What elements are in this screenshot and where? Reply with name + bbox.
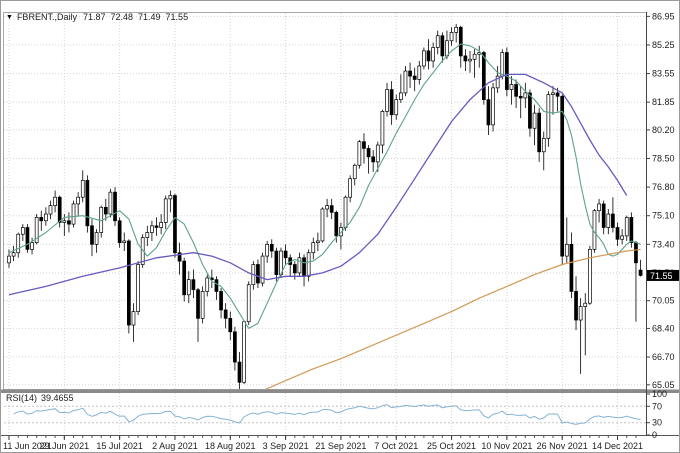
svg-text:71.55: 71.55 [650,271,673,281]
svg-text:75.10: 75.10 [652,211,675,221]
ma-slow-line [262,248,641,392]
svg-text:70.05: 70.05 [652,296,675,306]
price-axis[interactable]: 86.95 85.25 83.55 81.85 80.20 78.50 76.80 75.10… [646,11,675,390]
symbol-timeframe-label: FBRENT.,Daily [16,12,77,22]
svg-text:14 Dec 2021: 14 Dec 2021 [592,441,643,451]
rsi-value: 39.4655 [41,393,74,403]
svg-text:7 Oct 2021: 7 Oct 2021 [374,441,418,451]
svg-text:73.40: 73.40 [652,239,675,249]
moving-average-lines [8,43,641,392]
svg-text:100: 100 [652,389,667,399]
pane-frames [1,12,679,436]
svg-text:21 Sep 2021: 21 Sep 2021 [315,441,366,451]
svg-text:26 Nov 2021: 26 Nov 2021 [537,441,588,451]
ma-fast-line [8,43,641,329]
svg-text:11 Jun 2021: 11 Jun 2021 [3,441,52,451]
svg-text:10 Nov 2021: 10 Nov 2021 [481,441,532,451]
svg-text:2 Aug 2021: 2 Aug 2021 [152,441,198,451]
ma-mid-line [8,73,628,296]
rsi-axis[interactable]: 100 70 30 0 [646,389,668,440]
rsi-name: RSI(14) [6,393,38,403]
rsi-panel [4,404,646,425]
svg-text:81.85: 81.85 [652,97,675,107]
svg-text:76.80: 76.80 [652,182,675,192]
dropdown-arrow-icon[interactable]: ▼ [6,13,13,21]
svg-text:85.25: 85.25 [652,40,675,50]
symbol-header: ▼ FBRENT.,Daily 71.87 72.48 71.49 71.55 [6,12,193,22]
ohlc-low-value: 71.49 [138,12,161,22]
svg-text:30: 30 [652,418,662,428]
svg-text:0: 0 [652,430,657,440]
ohlc-open-value: 71.87 [82,12,106,22]
svg-text:29 Jun 2021: 29 Jun 2021 [40,441,90,451]
svg-text:86.95: 86.95 [652,11,675,21]
svg-text:18 Aug 2021: 18 Aug 2021 [205,441,256,451]
rsi-line [13,404,641,425]
grid-lines [4,13,646,435]
svg-text:65.05: 65.05 [652,380,675,390]
svg-text:78.50: 78.50 [652,154,675,164]
svg-text:83.55: 83.55 [652,69,675,79]
panel-separator [1,389,679,393]
svg-text:15 Jul 2021: 15 Jul 2021 [96,441,143,451]
svg-text:68.40: 68.40 [652,323,675,333]
svg-text:70: 70 [652,401,662,411]
svg-text:80.20: 80.20 [652,125,675,135]
current-price-tag: 71.55 [647,269,679,281]
svg-text:3 Sep 2021: 3 Sep 2021 [263,441,309,451]
svg-text:66.70: 66.70 [652,352,675,362]
ohlc-high-value: 72.48 [110,12,134,22]
svg-text:25 Oct 2021: 25 Oct 2021 [427,441,476,451]
rsi-indicator-label: RSI(14) 39.4655 [6,393,74,403]
ohlc-close-value: 71.55 [165,12,189,22]
candlestick-series[interactable] [7,23,643,393]
